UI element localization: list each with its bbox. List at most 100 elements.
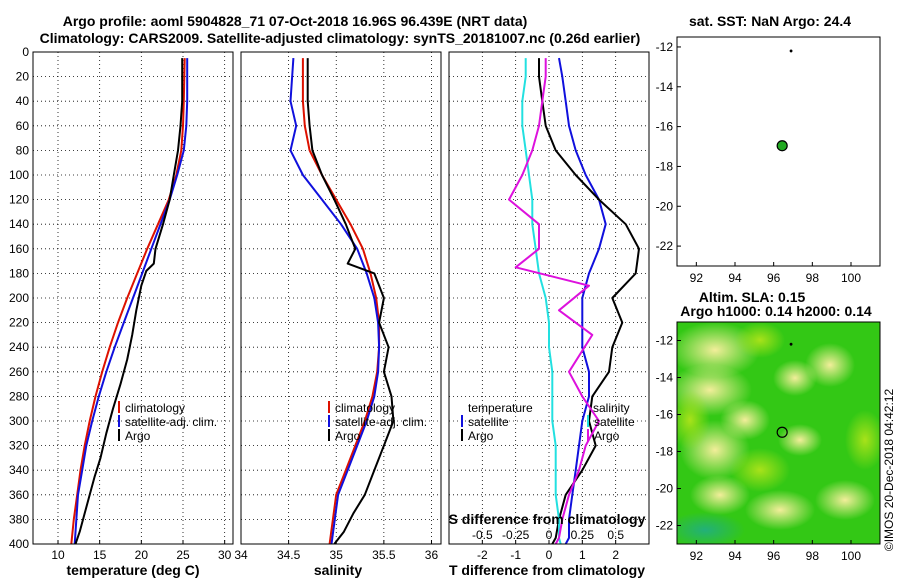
depth-tick-label: 20 bbox=[16, 70, 30, 84]
sst-map-points bbox=[776, 49, 793, 152]
depth-tick-label: 380 bbox=[9, 512, 29, 526]
map-x-tick-label: 100 bbox=[841, 271, 861, 285]
x-tick-label: 0 bbox=[546, 548, 553, 562]
map-x-tick-label: 96 bbox=[767, 549, 781, 563]
series-line-argo bbox=[306, 58, 395, 545]
salinity-diff-tick-label: 0.5 bbox=[607, 528, 624, 542]
depth-tick-label: 80 bbox=[16, 143, 30, 157]
map-y-tick-label: -18 bbox=[656, 159, 674, 173]
temperature-legend: climatology satellite-adj. clim. Argo bbox=[118, 401, 217, 443]
sst-map-title: sat. SST: NaN Argo: 24.4 bbox=[689, 13, 851, 29]
map-y-tick-label: -20 bbox=[656, 482, 674, 496]
temperature-axes-frame bbox=[32, 51, 234, 545]
map-x-tick-label: 98 bbox=[806, 271, 820, 285]
depth-tick-label: 200 bbox=[9, 291, 29, 305]
depth-tick-label: 220 bbox=[9, 316, 29, 330]
x-tick-label: 15 bbox=[93, 548, 107, 562]
depth-tick-label: 120 bbox=[9, 193, 29, 207]
figure-title-line1: Argo profile: aoml 5904828_71 07-Oct-201… bbox=[63, 13, 528, 29]
x-tick-label: 30 bbox=[218, 548, 232, 562]
x-tick-label: 36 bbox=[425, 548, 439, 562]
map-y-tick-label: -16 bbox=[656, 120, 674, 134]
sst-map-panel: sat. SST: NaN Argo: 24.4 92 94 96 98 100 -12 -… bbox=[656, 13, 881, 285]
salinity-x-ticks: 34 34.5 35 35.5 36 bbox=[234, 540, 438, 562]
series-line-s-argo bbox=[508, 58, 600, 545]
depth-tick-label: 60 bbox=[16, 119, 30, 133]
depth-tick-label: 0 bbox=[22, 45, 29, 59]
depth-tick-label: 360 bbox=[9, 488, 29, 502]
imos-credit: ©IMOS 20-Dec-2018 04:42:12 bbox=[882, 389, 896, 552]
map-x-tick-label: 100 bbox=[841, 549, 861, 563]
legend-s-argo: Argo bbox=[594, 429, 620, 443]
series-line-argo bbox=[74, 58, 184, 545]
x-tick-label: 34 bbox=[234, 548, 248, 562]
salinity-difference-x-ticks: -0.5 -0.25 0 0.25 0.5 bbox=[472, 528, 624, 542]
island-dot bbox=[789, 342, 793, 346]
map-x-tick-label: 94 bbox=[728, 549, 742, 563]
salinity-series bbox=[289, 58, 395, 545]
series-line-climatology bbox=[70, 58, 186, 545]
salinity-diff-tick-label: -0.25 bbox=[502, 528, 530, 542]
legend-t-argo: Argo bbox=[468, 429, 494, 443]
legend-s-satellite: satellite bbox=[594, 415, 635, 429]
map-x-tick-label: 92 bbox=[690, 271, 704, 285]
temperature-x-ticks: 10 15 20 25 30 bbox=[51, 540, 232, 562]
temperature-x-label: temperature (deg C) bbox=[66, 562, 199, 578]
sst-map-frame bbox=[676, 36, 881, 267]
map-x-tick-label: 96 bbox=[767, 271, 781, 285]
x-tick-label: -1 bbox=[510, 548, 521, 562]
temperature-series bbox=[70, 58, 189, 545]
sst-map-ticks: 92 94 96 98 100 -12 -14 -16 -18 -20 -22 bbox=[656, 40, 862, 285]
salinity-diff-tick-label: 0 bbox=[546, 528, 553, 542]
map-y-tick-label: -14 bbox=[656, 80, 674, 94]
x-tick-label: 34.5 bbox=[277, 548, 301, 562]
map-y-tick-label: -12 bbox=[656, 40, 674, 54]
sla-map-frame bbox=[676, 321, 881, 545]
difference-panel: -2 -1 0 1 2 -0.5 -0.25 0 0.25 0.5 S difference f… bbox=[448, 51, 650, 578]
depth-tick-label: 320 bbox=[9, 439, 29, 453]
x-tick-label: 35 bbox=[330, 548, 344, 562]
sla-map-panel: Altim. SLA: 0.15 Argo h1000: 0.14 h2000:… bbox=[656, 289, 881, 564]
depth-tick-label: 180 bbox=[9, 266, 29, 280]
depth-tick-label: 280 bbox=[9, 389, 29, 403]
x-tick-label: 20 bbox=[135, 548, 149, 562]
legend-satellite: satellite-adj. clim. bbox=[125, 415, 217, 429]
depth-tick-label: 160 bbox=[9, 242, 29, 256]
map-y-tick-label: -20 bbox=[656, 199, 674, 213]
sla-map-subtitle: Argo h1000: 0.14 h2000: 0.14 bbox=[680, 303, 872, 319]
figure-title-line2: Climatology: CARS2009. Satellite-adjuste… bbox=[40, 30, 641, 46]
depth-tick-label: 300 bbox=[9, 414, 29, 428]
map-y-tick-label: -12 bbox=[656, 334, 674, 348]
depth-tick-label: 140 bbox=[9, 217, 29, 231]
salinity-difference-label: S difference from climatology bbox=[449, 511, 646, 527]
temperature-gridlines bbox=[33, 51, 233, 545]
legend-t-satellite: satellite bbox=[468, 415, 509, 429]
argo-position-marker bbox=[776, 140, 788, 152]
depth-y-ticks: 0 20 40 60 80 100 120 140 160 180 200 220 240 260 280 3… bbox=[9, 45, 29, 551]
depth-tick-label: 240 bbox=[9, 340, 29, 354]
series-line-satellite bbox=[73, 58, 189, 545]
sla-map-ticks: 92 94 96 98 100 -12 -14 -16 -18 -20 -22 bbox=[656, 334, 862, 564]
depth-tick-label: 340 bbox=[9, 463, 29, 477]
sla-map-points bbox=[776, 342, 793, 438]
x-tick-label: 35.5 bbox=[372, 548, 396, 562]
series-line-climatology bbox=[301, 58, 381, 545]
map-y-tick-label: -16 bbox=[656, 408, 674, 422]
series-line-t-argo bbox=[538, 58, 640, 545]
salinity-diff-tick-label: -0.5 bbox=[472, 528, 493, 542]
difference-series bbox=[508, 57, 640, 545]
argo-position-marker bbox=[776, 426, 788, 438]
salinity-diff-tick-label: 0.25 bbox=[571, 528, 595, 542]
series-line-s-satellite bbox=[521, 58, 562, 545]
x-tick-label: 1 bbox=[579, 548, 586, 562]
depth-tick-label: 100 bbox=[9, 168, 29, 182]
depth-tick-label: 400 bbox=[9, 537, 29, 551]
legend-argo: Argo bbox=[335, 429, 361, 443]
salinity-legend: climatology satellite-adj. clim. Argo bbox=[328, 401, 427, 443]
depth-tick-label: 260 bbox=[9, 365, 29, 379]
salinity-x-label: salinity bbox=[314, 562, 362, 578]
map-y-tick-label: -22 bbox=[656, 519, 674, 533]
legend-temperature-title: temperature bbox=[468, 401, 533, 415]
map-y-tick-label: -14 bbox=[656, 371, 674, 385]
